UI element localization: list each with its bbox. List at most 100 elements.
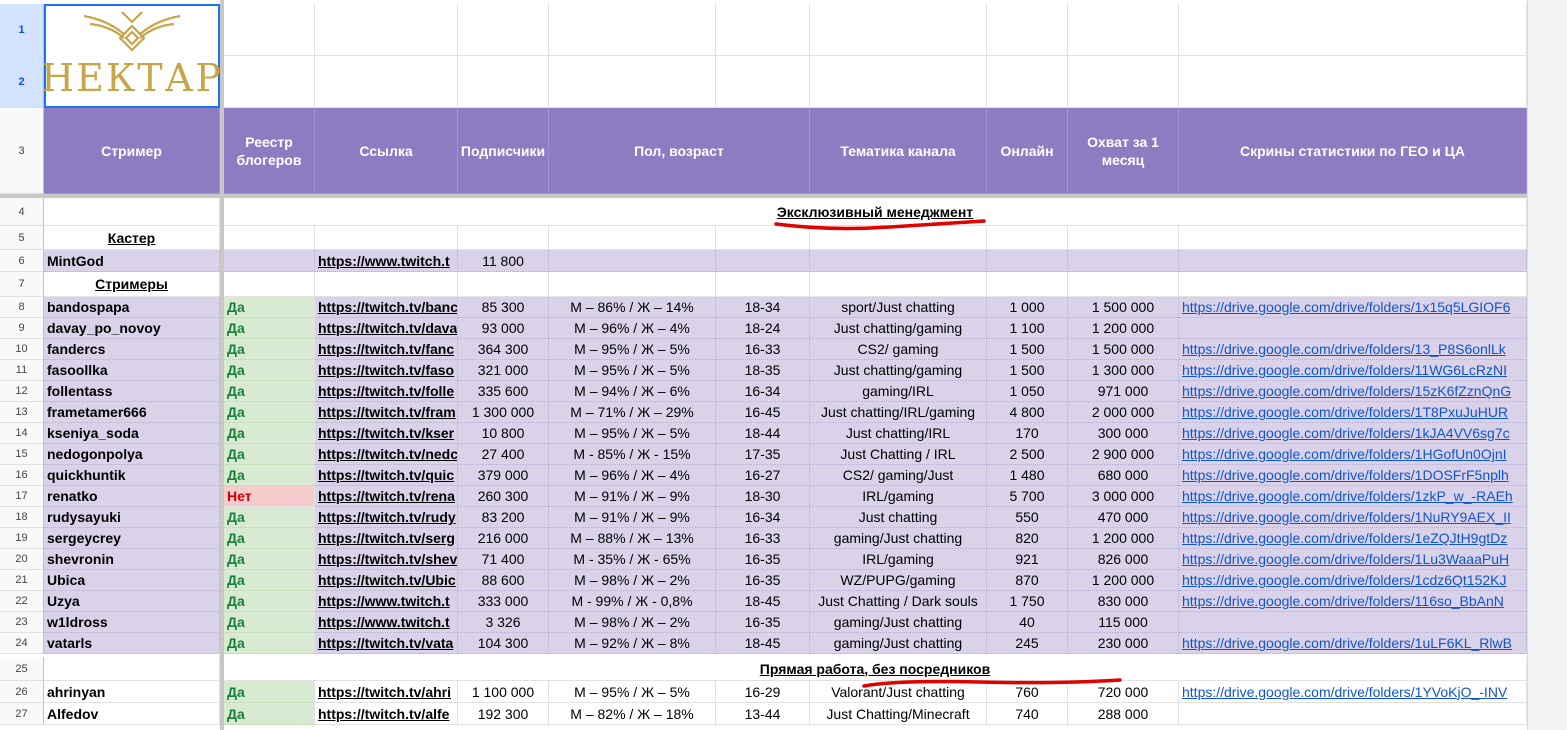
subscribers[interactable]: 335 600 xyxy=(458,381,549,402)
channel-topic[interactable]: Just Chatting / Dark souls xyxy=(810,591,987,612)
monthly-reach[interactable]: 3 000 000 xyxy=(1068,486,1179,507)
header-reach[interactable]: Охват за 1 месяц xyxy=(1068,108,1179,194)
online-count[interactable]: 921 xyxy=(987,549,1068,570)
header-link[interactable]: Ссылка xyxy=(315,108,458,194)
row-header-26[interactable]: 26 xyxy=(0,681,44,703)
gender-split[interactable]: М – 96% / Ж – 4% xyxy=(549,318,716,339)
online-count[interactable]: 170 xyxy=(987,423,1068,444)
empty-cell[interactable] xyxy=(224,250,315,272)
streamer-name[interactable]: frametamer666 xyxy=(44,402,220,423)
empty-cell[interactable] xyxy=(716,272,810,297)
empty-cell[interactable] xyxy=(810,4,987,56)
empty-cell[interactable] xyxy=(1179,56,1527,108)
empty-cell[interactable] xyxy=(458,272,549,297)
monthly-reach[interactable]: 2 000 000 xyxy=(1068,402,1179,423)
gender-split[interactable]: М – 91% / Ж – 9% xyxy=(549,507,716,528)
empty-cell[interactable] xyxy=(810,226,987,250)
age-range[interactable]: 18-24 xyxy=(716,318,810,339)
section-caster[interactable]: Кастер xyxy=(44,226,220,250)
monthly-reach[interactable]: 830 000 xyxy=(1068,591,1179,612)
registry-status[interactable]: Да xyxy=(224,318,315,339)
gender-split[interactable]: М – 98% / Ж – 2% xyxy=(549,570,716,591)
monthly-reach[interactable]: 720 000 xyxy=(1068,681,1179,703)
online-count[interactable]: 2 500 xyxy=(987,444,1068,465)
empty-cell[interactable] xyxy=(987,4,1068,56)
row-header-24[interactable]: 24 xyxy=(0,633,44,654)
stats-screens-link[interactable]: https://drive.google.com/drive/folders/1… xyxy=(1179,633,1527,654)
empty-cell[interactable] xyxy=(810,250,987,272)
streamer-name[interactable]: w1ldross xyxy=(44,612,220,633)
streamer-name[interactable]: renatko xyxy=(44,486,220,507)
stats-screens-link[interactable]: https://drive.google.com/drive/folders/1… xyxy=(1179,381,1527,402)
gender-split[interactable]: М – 96% / Ж – 4% xyxy=(549,465,716,486)
stats-screens-link[interactable] xyxy=(1179,318,1527,339)
channel-link[interactable]: https://twitch.tv/ahri xyxy=(315,681,458,703)
header-gender-age[interactable]: Пол, возраст xyxy=(549,108,810,194)
empty-cell[interactable] xyxy=(549,4,716,56)
streamer-name[interactable]: quickhuntik xyxy=(44,465,220,486)
channel-topic[interactable]: Just chatting/IRL/gaming xyxy=(810,402,987,423)
age-range[interactable]: 17-35 xyxy=(716,444,810,465)
row-header-4[interactable]: 4 xyxy=(0,198,44,226)
online-count[interactable]: 820 xyxy=(987,528,1068,549)
channel-link[interactable]: https://twitch.tv/dava xyxy=(315,318,458,339)
row-header-14[interactable]: 14 xyxy=(0,423,44,444)
online-count[interactable]: 4 800 xyxy=(987,402,1068,423)
empty-cell[interactable] xyxy=(315,226,458,250)
channel-topic[interactable]: IRL/gaming xyxy=(810,486,987,507)
row-header-13[interactable]: 13 xyxy=(0,402,44,423)
age-range[interactable]: 16-35 xyxy=(716,549,810,570)
stats-screens-link[interactable]: https://drive.google.com/drive/folders/1… xyxy=(1179,681,1527,703)
channel-link[interactable]: https://twitch.tv/fram xyxy=(315,402,458,423)
channel-topic[interactable]: sport/Just chatting xyxy=(810,297,987,318)
stats-screens-link[interactable]: https://drive.google.com/drive/folders/1… xyxy=(1179,549,1527,570)
section-streamers[interactable]: Стримеры xyxy=(44,272,220,297)
registry-status[interactable]: Да xyxy=(224,381,315,402)
stats-screens-link[interactable]: https://drive.google.com/drive/folders/1… xyxy=(1179,528,1527,549)
row-header-3[interactable]: 3 xyxy=(0,108,44,194)
subscribers[interactable]: 10 800 xyxy=(458,423,549,444)
streamer-name[interactable]: bandospapa xyxy=(44,297,220,318)
stats-screens-link[interactable]: https://drive.google.com/drive/folders/1… xyxy=(1179,444,1527,465)
gender-split[interactable]: М – 95% / Ж – 5% xyxy=(549,360,716,381)
age-range[interactable]: 16-27 xyxy=(716,465,810,486)
stats-screens-link[interactable]: https://drive.google.com/drive/folders/1… xyxy=(1179,339,1527,360)
header-topic[interactable]: Тематика канала xyxy=(810,108,987,194)
channel-link[interactable]: https://www.twitch.t xyxy=(315,591,458,612)
stats-screens-link[interactable]: https://drive.google.com/drive/folders/1… xyxy=(1179,402,1527,423)
subscribers[interactable]: 83 200 xyxy=(458,507,549,528)
section-direct-work[interactable]: Прямая работа, без посредников xyxy=(224,657,1527,681)
row-header-1[interactable]: 1 xyxy=(0,4,44,56)
empty-cell[interactable] xyxy=(1068,4,1179,56)
monthly-reach[interactable]: 1 500 000 xyxy=(1068,339,1179,360)
monthly-reach[interactable]: 2 900 000 xyxy=(1068,444,1179,465)
streamer-name[interactable]: Ubica xyxy=(44,570,220,591)
online-count[interactable]: 550 xyxy=(987,507,1068,528)
section-exclusive-management[interactable]: Эксклюзивный менеджмент xyxy=(224,198,1527,226)
caster-subscribers[interactable]: 11 800 xyxy=(458,250,549,272)
empty-cell[interactable] xyxy=(1068,56,1179,108)
subscribers[interactable]: 260 300 xyxy=(458,486,549,507)
empty-cell[interactable] xyxy=(987,250,1068,272)
empty-cell[interactable] xyxy=(1179,226,1527,250)
age-range[interactable]: 18-45 xyxy=(716,633,810,654)
empty-cell[interactable] xyxy=(315,56,458,108)
channel-topic[interactable]: Just Chatting/Minecraft xyxy=(810,703,987,725)
stats-screens-link[interactable]: https://drive.google.com/drive/folders/1… xyxy=(1179,360,1527,381)
caster-name[interactable]: MintGod xyxy=(44,250,220,272)
empty-cell[interactable] xyxy=(458,226,549,250)
channel-link[interactable]: https://twitch.tv/fanc xyxy=(315,339,458,360)
online-count[interactable]: 870 xyxy=(987,570,1068,591)
stats-screens-link[interactable]: https://drive.google.com/drive/folders/1… xyxy=(1179,591,1527,612)
empty-cell[interactable] xyxy=(44,657,220,681)
age-range[interactable]: 16-33 xyxy=(716,339,810,360)
gender-split[interactable]: М – 94% / Ж – 6% xyxy=(549,381,716,402)
empty-cell[interactable] xyxy=(1068,272,1179,297)
streamer-name[interactable]: shevronin xyxy=(44,549,220,570)
monthly-reach[interactable]: 1 300 000 xyxy=(1068,360,1179,381)
channel-topic[interactable]: gaming/Just chatting xyxy=(810,633,987,654)
online-count[interactable]: 1 500 xyxy=(987,360,1068,381)
empty-cell[interactable] xyxy=(1179,272,1527,297)
stats-screens-link[interactable]: https://drive.google.com/drive/folders/1… xyxy=(1179,486,1527,507)
frozen-row-divider[interactable] xyxy=(0,194,1527,198)
